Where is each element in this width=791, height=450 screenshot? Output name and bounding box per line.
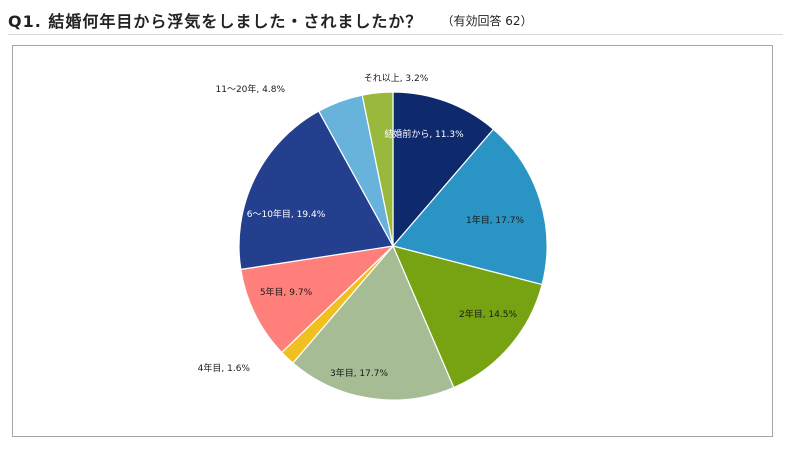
slice-data-label: 6〜10年目, 19.4% [247, 208, 326, 220]
pie-chart: 結婚前から, 11.3% 1年目, 17.7% 2年目, 14.5% 3年目, 17.… [198, 73, 548, 401]
slice-data-label: 3年目, 17.7% [330, 367, 388, 379]
question-title: Q1. 結婚何年目から浮気をしました・されましたか？ [8, 12, 423, 31]
pie-slice [391, 128, 548, 286]
pie-slice [391, 245, 543, 389]
slice-data-label: 5年目, 9.7% [260, 286, 313, 298]
valid-responses-note: （有効回答 62） [441, 13, 533, 28]
slice-data-label: 11〜20年, 4.8% [216, 83, 286, 95]
slice-data-label: それ以上, 3.2% [364, 73, 429, 84]
pie-slice [361, 91, 394, 247]
chart-heading: Q1. 結婚何年目から浮気をしました・されましたか？ （有効回答 62） [8, 8, 783, 31]
slice-data-label: 2年目, 14.5% [459, 308, 517, 320]
pie-slice [392, 91, 495, 248]
slice-data-label: 結婚前から, 11.3% [384, 128, 464, 140]
slice-data-label: 4年目, 1.6% [198, 362, 251, 374]
pie-slice [238, 110, 394, 271]
heading-divider [8, 34, 783, 35]
chart-frame: 結婚前から, 11.3% 1年目, 17.7% 2年目, 14.5% 3年目, 17.… [12, 45, 773, 437]
pie-slice [240, 245, 395, 354]
pie-slice [292, 244, 455, 401]
slice-data-label: 1年目, 17.7% [466, 214, 524, 226]
